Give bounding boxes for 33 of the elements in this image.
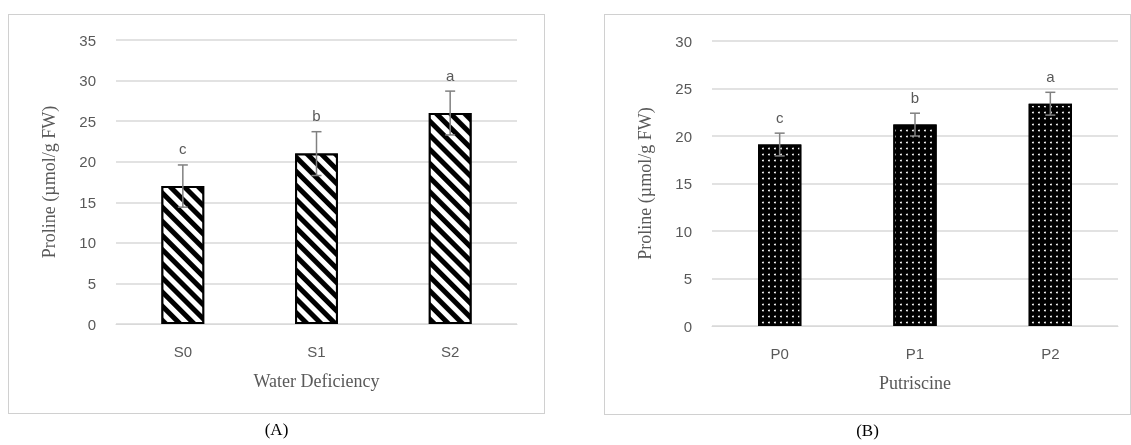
y-tick-label: 10 (79, 234, 96, 252)
y-tick-label: 15 (79, 193, 96, 211)
y-tick-label: 5 (683, 270, 692, 287)
y-tick-label: 10 (675, 222, 692, 240)
y-axis-title: Proline (µmol/g FW) (635, 107, 656, 260)
y-tick-label: 30 (79, 72, 96, 90)
y-tick-label: 30 (675, 32, 692, 50)
annotation: b (312, 107, 321, 125)
annotation: c (179, 140, 188, 158)
y-tick-label: 35 (79, 31, 96, 49)
text: (B) (855, 421, 880, 441)
x-tick-label: S0 (173, 343, 193, 360)
y-tick-label: 5 (87, 274, 96, 292)
x-tick-label: S1 (307, 343, 326, 360)
x-tick-label: P1 (905, 345, 925, 362)
y-tick-label: 20 (675, 127, 692, 145)
annotation: c (775, 108, 784, 126)
x-axis-title: Water Deficiency (253, 371, 380, 391)
y-tick-label: 25 (675, 80, 692, 97)
y-axis-title: Proline (µmol/g FW) (39, 105, 60, 259)
y-tick-label: 0 (683, 317, 692, 335)
y-tick-label: 25 (79, 112, 96, 130)
y-tick-label: 15 (675, 175, 692, 192)
y-tick-label: 20 (79, 153, 96, 171)
x-tick-label: P0 (770, 345, 789, 362)
y-tick-label: 0 (87, 315, 96, 333)
x-axis-title: Putriscine (879, 373, 951, 393)
text: (A) (263, 420, 290, 440)
annotation: b (910, 88, 920, 106)
annotation: a (445, 66, 455, 84)
annotation: a (1046, 67, 1056, 85)
x-tick-label: S2 (440, 343, 460, 360)
x-tick-label: P2 (1041, 345, 1060, 362)
